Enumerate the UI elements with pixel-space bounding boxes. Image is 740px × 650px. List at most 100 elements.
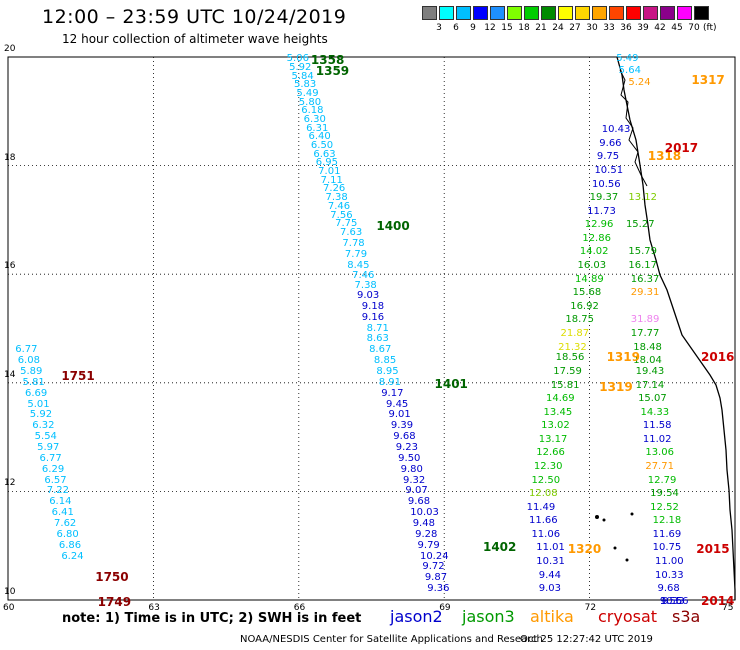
wave-height-value: 16.17 xyxy=(628,260,657,272)
wave-height-value: 7.46 xyxy=(352,270,375,282)
wave-height-value: 9.80 xyxy=(400,463,423,475)
color-scale-label: 12 xyxy=(484,23,496,33)
wave-height-value: 27.71 xyxy=(645,460,674,472)
wave-height-value: 9.18 xyxy=(361,300,385,312)
wave-height-value: 7.38 xyxy=(325,192,348,204)
wave-height-value: 18.48 xyxy=(633,341,662,353)
legend-item-jason2: jason2 xyxy=(390,607,443,626)
wave-height-value: 8.63 xyxy=(366,333,389,345)
wave-height-value: 10.56 xyxy=(659,596,689,607)
coast-detail xyxy=(619,69,648,187)
island xyxy=(595,515,599,519)
pass-number-label: 1359 xyxy=(315,64,350,79)
pass-number-label: 1751 xyxy=(61,368,95,383)
lon-tick-label: 75 xyxy=(722,603,734,613)
wave-height-value: 17.77 xyxy=(630,327,660,339)
color-swatch xyxy=(592,6,607,20)
wave-height-value: 18.75 xyxy=(565,314,594,326)
wave-height-value: 11.49 xyxy=(526,501,556,513)
pass-number-label: 1318 xyxy=(647,148,682,163)
wave-height-value: 12.18 xyxy=(652,515,682,527)
lat-tick-label: 10 xyxy=(4,587,16,597)
wave-height-value: 9.44 xyxy=(538,569,561,581)
wave-height-value: 6.95 xyxy=(315,157,339,169)
lon-tick-label: 72 xyxy=(584,603,597,613)
wave-height-value: 11.01 xyxy=(536,542,565,554)
color-scale-label: 21 xyxy=(535,23,547,33)
pass-number-label: 1749 xyxy=(97,595,132,610)
wave-height-value: 19.37 xyxy=(589,192,619,204)
wave-height-value: 11.06 xyxy=(531,528,561,540)
wave-height-value: 9.28 xyxy=(415,528,438,540)
wave-height-value: 6.32 xyxy=(32,420,55,432)
lat-tick-label: 12 xyxy=(4,478,16,489)
wave-height-value: 6.29 xyxy=(41,463,65,475)
pass-number-label: 1750 xyxy=(95,569,129,584)
color-scale-label: 30 xyxy=(586,23,598,33)
wave-height-value: 14.02 xyxy=(579,246,609,258)
color-swatch xyxy=(609,6,624,20)
wave-height-value: 6.63 xyxy=(313,148,336,160)
wave-height-value: 5.83 xyxy=(293,79,317,91)
wave-height-value: 7.78 xyxy=(342,237,365,249)
pass-number-label: 1320 xyxy=(567,542,602,557)
wave-height-value: 16.92 xyxy=(570,300,599,312)
wave-height-value: 13.12 xyxy=(628,192,657,204)
wave-height-value: 5.84 xyxy=(291,70,314,82)
wave-height-value: 6.30 xyxy=(303,113,326,125)
wave-height-value: 17.14 xyxy=(635,379,665,391)
wave-height-value: 5.49 xyxy=(296,87,319,99)
wave-height-value: 10.31 xyxy=(536,555,565,567)
wave-height-value: 11.69 xyxy=(652,528,682,540)
wave-height-value: 13.45 xyxy=(543,406,573,418)
wave-height-value: 8.67 xyxy=(369,344,392,356)
wave-height-value: 8.45 xyxy=(347,259,370,271)
timestamp: Oct 25 12:27:42 UTC 2019 xyxy=(520,634,653,645)
wave-height-value: 13.02 xyxy=(541,420,570,432)
wave-height-value: 9.50 xyxy=(398,452,421,464)
wave-height-value: 7.56 xyxy=(330,209,353,221)
wave-height-value: 9.07 xyxy=(405,485,428,497)
lat-tick-label: 18 xyxy=(4,152,16,163)
wave-height-value: 6.80 xyxy=(56,528,79,540)
color-scale-label: 9 xyxy=(470,23,476,33)
lon-tick-label: 66 xyxy=(293,603,306,613)
wave-height-value: 7.26 xyxy=(323,183,346,195)
wave-height-value: 6.77 xyxy=(15,344,38,356)
wave-height-value: 6.41 xyxy=(51,507,74,519)
wave-height-value: 9.17 xyxy=(381,387,404,399)
wave-height-value: 11.58 xyxy=(642,420,672,432)
wave-height-value: 10.51 xyxy=(594,165,624,177)
legend-item-altika: altika xyxy=(530,607,574,626)
wave-height-value: 9.16 xyxy=(361,311,385,323)
wave-height-value: 13.17 xyxy=(538,433,568,445)
wave-height-value: 16.03 xyxy=(577,260,607,272)
wave-height-value: 7.01 xyxy=(318,166,341,178)
color-scale-label: 24 xyxy=(552,23,564,33)
wave-height-value: 6.86 xyxy=(58,539,82,551)
wave-height-value: 9.03 xyxy=(538,583,561,595)
wave-height-value: 6.24 xyxy=(61,550,84,562)
island xyxy=(630,512,634,516)
wave-height-value: 5.49 xyxy=(616,53,639,65)
wave-height-value: 5.54 xyxy=(34,431,57,443)
wave-height-value: 7.11 xyxy=(320,174,343,186)
wave-height-value: 14.89 xyxy=(575,273,604,285)
wave-height-value: 8.91 xyxy=(378,376,402,388)
wave-height-value: 19.43 xyxy=(635,365,665,377)
island xyxy=(625,558,629,562)
wave-height-value: 9.03 xyxy=(356,289,380,301)
wave-height-value: 11.02 xyxy=(642,433,672,445)
note-text: note: 1) Time is in UTC; 2) SWH is in fe… xyxy=(62,611,362,626)
wave-height-value: 15.81 xyxy=(550,379,580,391)
pass-number-label: 1317 xyxy=(691,72,725,87)
wave-height-value: 17.59 xyxy=(553,365,582,377)
wave-height-value: 13.06 xyxy=(645,447,674,459)
wave-height-value: 12.86 xyxy=(582,232,611,244)
pass-number-label: 2015 xyxy=(696,542,730,557)
wave-height-value: 6.77 xyxy=(39,452,62,464)
wave-height-value: 6.40 xyxy=(308,131,331,143)
wave-height-value: 9.66 xyxy=(599,137,622,149)
wave-height-value: 15.79 xyxy=(628,246,657,258)
